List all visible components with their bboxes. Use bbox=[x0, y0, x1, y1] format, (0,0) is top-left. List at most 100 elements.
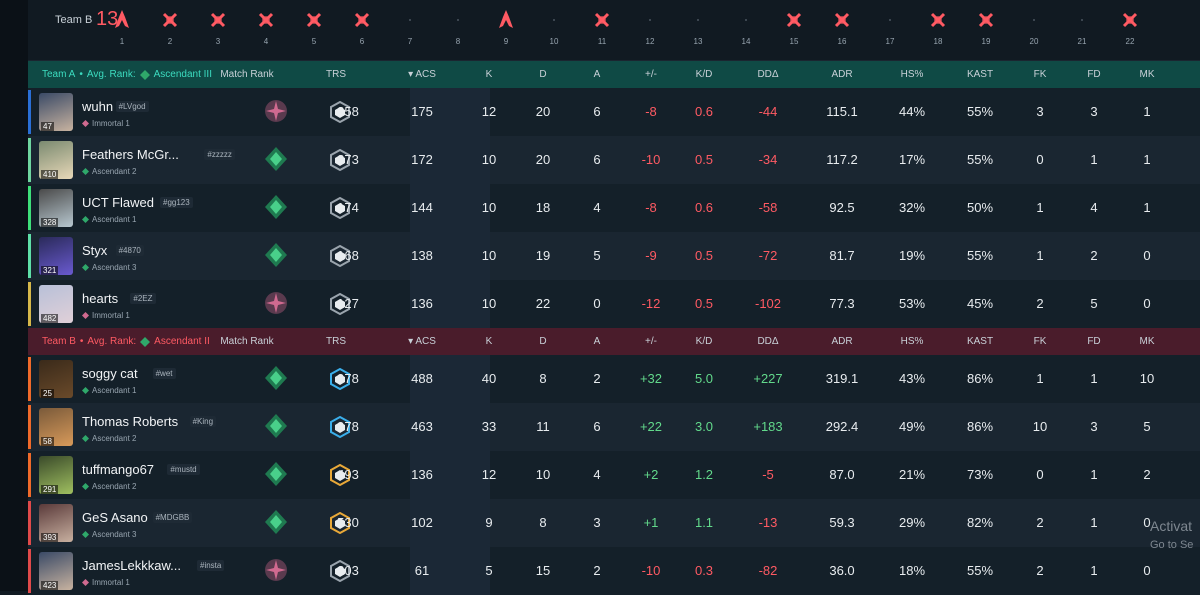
bullet-separator: • bbox=[79, 336, 84, 347]
stat-dd: -102 bbox=[754, 296, 782, 311]
player-name[interactable]: wuhn bbox=[82, 99, 114, 114]
player-name[interactable]: tuffmango67 bbox=[82, 462, 155, 477]
stat-kd: 3.0 bbox=[694, 419, 714, 434]
sort-desc-icon: ▾ bbox=[408, 336, 416, 347]
round-7[interactable]: 7 bbox=[398, 8, 422, 46]
trs-tier-icon bbox=[330, 464, 350, 486]
stat-kast: 73% bbox=[966, 467, 994, 482]
stat-d: 20 bbox=[535, 152, 551, 167]
player-name[interactable]: Styx bbox=[82, 243, 108, 258]
player-row[interactable]: 410 Feathers McGr... #zzzzz Ascendant 2 273 1… bbox=[28, 136, 1200, 184]
round-number: 9 bbox=[503, 37, 509, 46]
trs-tier-icon bbox=[330, 416, 350, 438]
round-9[interactable]: 9 bbox=[494, 8, 518, 46]
round-11[interactable]: 11 bbox=[590, 8, 614, 46]
round-14[interactable]: 14 bbox=[734, 8, 758, 46]
empty-round-dot bbox=[1033, 19, 1035, 21]
player-row[interactable]: 291 tuffmango67 #mustd Ascendant 2 493 136 12 1… bbox=[28, 451, 1200, 499]
round-8[interactable]: 8 bbox=[446, 8, 470, 46]
round-5[interactable]: 5 bbox=[302, 8, 326, 46]
ascendant-rank-icon bbox=[82, 387, 89, 394]
round-3[interactable]: 3 bbox=[206, 8, 230, 46]
player-name[interactable]: JamesLekkkaw... bbox=[82, 558, 181, 573]
player-rank: Ascendant 2 bbox=[82, 167, 136, 176]
stat-fd: 1 bbox=[1090, 515, 1098, 530]
player-row[interactable]: 47 wuhn #LVgod Immortal 1 258 175 12 20 6 -8 0.6 -4… bbox=[28, 88, 1200, 136]
col-header-k: K bbox=[485, 69, 493, 80]
round-21[interactable]: 21 bbox=[1070, 8, 1094, 46]
round-15[interactable]: 15 bbox=[782, 8, 806, 46]
ascendant-rank-icon bbox=[265, 195, 287, 219]
stat-fd: 3 bbox=[1090, 104, 1098, 119]
trs-tier-icon bbox=[330, 512, 350, 534]
round-number: 15 bbox=[789, 37, 799, 46]
round-6[interactable]: 6 bbox=[350, 8, 374, 46]
stat-pm: -10 bbox=[641, 563, 661, 578]
col-header-acs[interactable]: ▾ ACS bbox=[408, 336, 436, 347]
team-a-label: Team A bbox=[42, 69, 76, 80]
player-color-stripe bbox=[28, 282, 31, 326]
stat-acs: 61 bbox=[414, 563, 430, 578]
acs-highlight bbox=[410, 232, 490, 280]
acs-highlight bbox=[410, 280, 490, 328]
player-row[interactable]: 393 GeS Asano #MDGBB Ascendant 3 530 102 9 8 3 +1… bbox=[28, 499, 1200, 547]
stat-mk: 2 bbox=[1143, 467, 1151, 482]
player-rank: Ascendant 1 bbox=[82, 215, 136, 224]
round-20[interactable]: 20 bbox=[1022, 8, 1046, 46]
col-header-fd: FD bbox=[1087, 69, 1101, 80]
player-name[interactable]: soggy cat bbox=[82, 366, 138, 381]
empty-round-dot bbox=[889, 19, 891, 21]
stat-hs: 19% bbox=[898, 248, 926, 263]
round-10[interactable]: 10 bbox=[542, 8, 566, 46]
round-number: 3 bbox=[215, 37, 221, 46]
round-13[interactable]: 13 bbox=[686, 8, 710, 46]
stat-a: 5 bbox=[593, 248, 601, 263]
stat-mk: 0 bbox=[1143, 248, 1151, 263]
player-color-stripe bbox=[28, 138, 31, 182]
stat-fk: 1 bbox=[1036, 248, 1044, 263]
player-row[interactable]: 58 Thomas Roberts #King Ascendant 2 978 463 33… bbox=[28, 403, 1200, 451]
col-header-kd: K/D bbox=[695, 69, 713, 80]
round-17[interactable]: 17 bbox=[878, 8, 902, 46]
stat-adr: 36.0 bbox=[829, 563, 855, 578]
col-header-d: D bbox=[539, 69, 547, 80]
player-rank: Immortal 1 bbox=[82, 119, 130, 128]
round-2[interactable]: 2 bbox=[158, 8, 182, 46]
elimination-x-icon bbox=[210, 12, 226, 28]
elimination-x-icon bbox=[306, 12, 322, 28]
stat-adr: 77.3 bbox=[829, 296, 855, 311]
elimination-x-icon bbox=[594, 12, 610, 28]
acs-highlight bbox=[410, 451, 490, 499]
stat-acs: 138 bbox=[411, 248, 433, 263]
round-19[interactable]: 19 bbox=[974, 8, 998, 46]
player-color-stripe bbox=[28, 186, 31, 230]
player-name[interactable]: hearts bbox=[82, 291, 119, 306]
player-row[interactable]: 423 JamesLekkkaw... #insta Immortal 1 203 61 5… bbox=[28, 547, 1200, 595]
ascendant-rank-icon bbox=[265, 243, 287, 267]
player-name[interactable]: UCT Flawed bbox=[82, 195, 155, 210]
stat-trs: 493 bbox=[337, 467, 359, 482]
round-18[interactable]: 18 bbox=[926, 8, 950, 46]
round-22[interactable]: 22 bbox=[1118, 8, 1142, 46]
player-row[interactable]: 482 hearts #2EZ Immortal 1 127 136 10 22 0 -12 0.5… bbox=[28, 280, 1200, 328]
player-color-stripe bbox=[28, 549, 31, 593]
stat-a: 2 bbox=[593, 563, 601, 578]
stat-a: 3 bbox=[593, 515, 601, 530]
ascendant-rank-icon bbox=[82, 216, 89, 223]
col-header-trs: TRS bbox=[326, 69, 346, 80]
player-name[interactable]: GeS Asano bbox=[82, 510, 148, 525]
player-name[interactable]: Thomas Roberts bbox=[82, 414, 179, 429]
round-4[interactable]: 4 bbox=[254, 8, 278, 46]
round-12[interactable]: 12 bbox=[638, 8, 662, 46]
stat-kast: 50% bbox=[966, 200, 994, 215]
round-16[interactable]: 16 bbox=[830, 8, 854, 46]
round-1[interactable]: 1 bbox=[110, 8, 134, 46]
col-header-acs[interactable]: ▾ ACS bbox=[408, 69, 436, 80]
acs-highlight bbox=[410, 499, 490, 547]
player-name[interactable]: Feathers McGr... bbox=[82, 147, 179, 162]
round-number: 6 bbox=[359, 37, 365, 46]
player-row[interactable]: 328 UCT Flawed #gg123 Ascendant 1 174 144 10 18… bbox=[28, 184, 1200, 232]
player-row[interactable]: 25 soggy cat #wet Ascendant 1 978 488 40 8 2 +32 5… bbox=[28, 355, 1200, 403]
player-row[interactable]: 321 Styx #4870 Ascendant 3 168 138 10 19 5 -9 0.5-… bbox=[28, 232, 1200, 280]
acs-highlight bbox=[410, 403, 490, 451]
